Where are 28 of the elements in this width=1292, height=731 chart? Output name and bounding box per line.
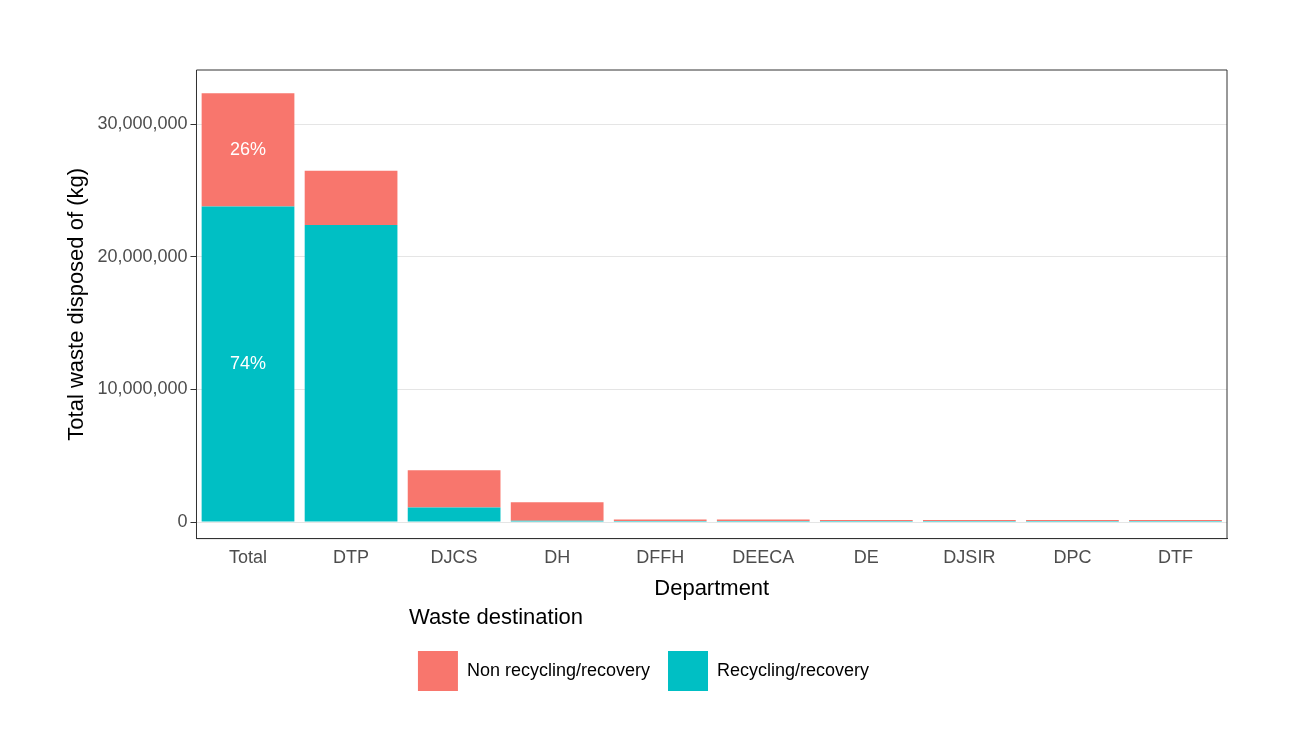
x-tick-label: Total — [229, 547, 268, 568]
bar — [304, 225, 398, 522]
bar — [201, 206, 295, 522]
annotation: 74% — [230, 353, 267, 373]
x-tick-label: DJSIR — [943, 547, 996, 568]
x-tick-label: DPC — [1053, 547, 1092, 568]
y-tick-label: 0 — [177, 511, 188, 531]
legend-title: Waste destination — [408, 603, 583, 629]
x-tick-label: DE — [853, 547, 879, 568]
legend-label: Non recycling/recovery — [466, 659, 651, 680]
x-tick-label: DFFH — [636, 547, 685, 568]
legend-label: Recycling/recovery — [717, 659, 870, 680]
x-tick-label: DTF — [1157, 547, 1193, 568]
y-tick-label: 10,000,000 — [97, 378, 188, 399]
x-axis-title: Department — [654, 575, 770, 601]
x-tick-label: DH — [544, 547, 571, 568]
bar — [304, 170, 398, 226]
bar — [510, 502, 604, 521]
x-tick-label: DJCS — [430, 547, 478, 568]
annotation: 26% — [230, 138, 267, 159]
bar — [201, 93, 295, 207]
y-tick-label: 20,000,000 — [97, 245, 188, 266]
x-tick-label: DEECA — [732, 547, 795, 568]
y-tick-label: 30,000,000 — [97, 113, 188, 134]
x-tick-label: DTP — [333, 547, 370, 568]
bar — [407, 507, 501, 522]
y-axis-title: Total waste disposed of (kg) — [63, 167, 89, 441]
bar — [407, 470, 501, 508]
